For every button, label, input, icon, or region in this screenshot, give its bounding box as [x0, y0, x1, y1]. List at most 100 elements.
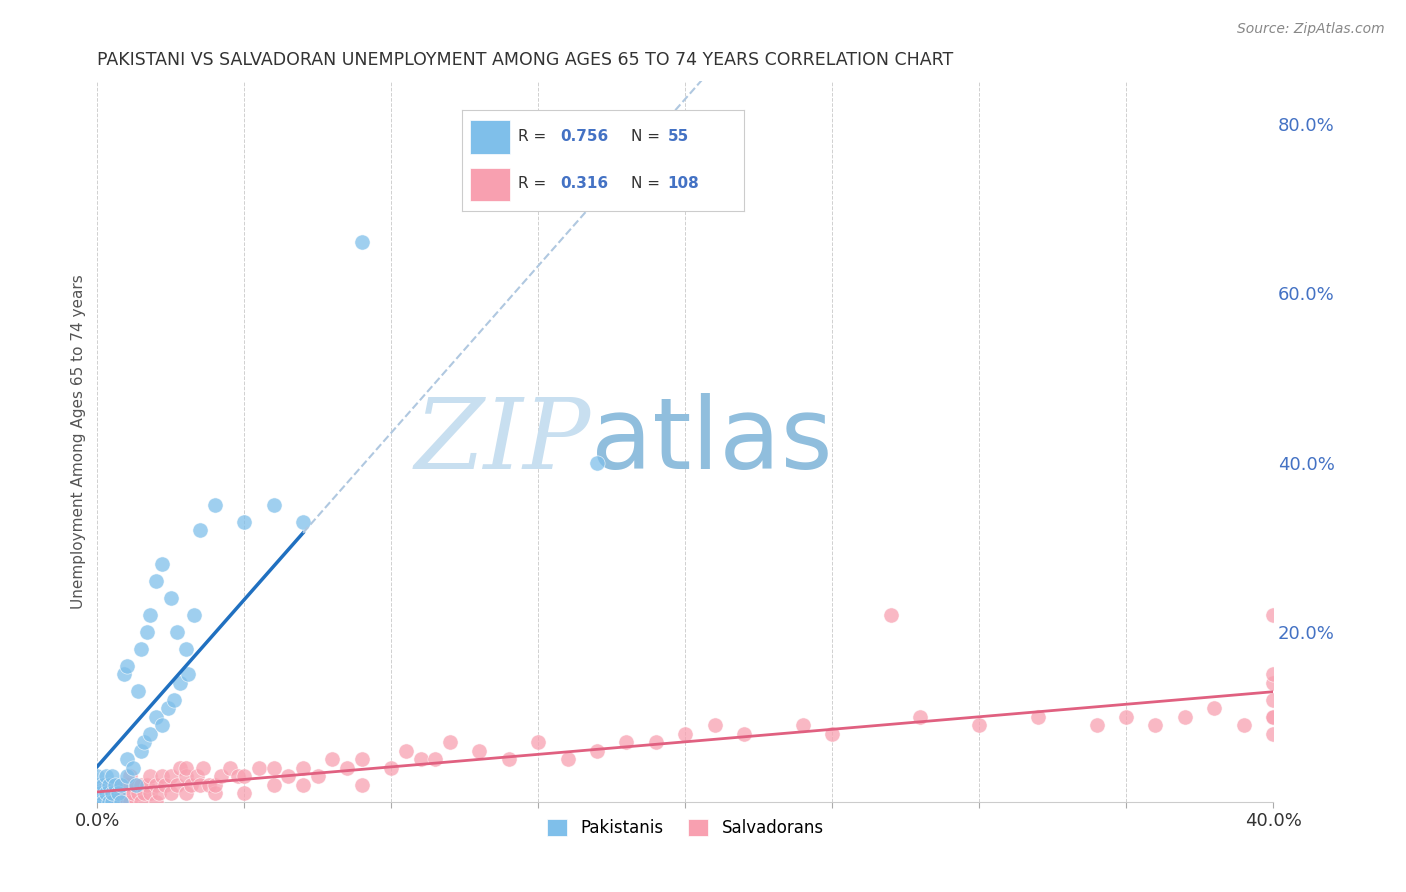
Point: [321, 752, 343, 766]
Point: [153, 778, 176, 792]
Point: [198, 778, 221, 792]
Point: [156, 701, 179, 715]
Point: [131, 795, 153, 809]
Point: [204, 778, 226, 792]
Point: [96, 769, 118, 783]
Point: [148, 786, 170, 800]
Point: [228, 769, 250, 783]
Point: [107, 786, 129, 800]
Point: [86, 795, 108, 809]
Point: [86, 769, 108, 783]
Point: [101, 786, 124, 800]
Point: [498, 752, 520, 766]
Point: [96, 786, 118, 800]
Point: [1261, 727, 1284, 741]
Point: [101, 778, 124, 792]
Point: [409, 752, 432, 766]
Point: [89, 795, 111, 809]
Point: [1233, 718, 1256, 732]
Point: [110, 778, 132, 792]
Point: [98, 795, 121, 809]
Point: [169, 676, 191, 690]
Point: [89, 795, 111, 809]
Point: [118, 795, 141, 809]
Point: [1261, 693, 1284, 707]
Point: [124, 778, 146, 792]
Point: [247, 761, 270, 775]
Point: [98, 786, 121, 800]
Point: [380, 761, 402, 775]
Point: [86, 795, 108, 809]
Point: [292, 761, 315, 775]
Point: [136, 625, 159, 640]
Point: [186, 769, 208, 783]
Point: [1261, 608, 1284, 623]
Point: [616, 735, 638, 749]
Point: [89, 786, 111, 800]
Point: [139, 727, 162, 741]
Point: [107, 795, 129, 809]
Point: [557, 752, 579, 766]
Text: atlas: atlas: [591, 393, 832, 490]
Point: [134, 735, 156, 749]
Point: [174, 769, 197, 783]
Point: [527, 735, 550, 749]
Point: [204, 498, 226, 512]
Point: [139, 608, 162, 623]
Point: [139, 786, 162, 800]
Point: [131, 778, 153, 792]
Point: [86, 795, 108, 809]
Point: [160, 786, 183, 800]
Point: [350, 752, 373, 766]
Point: [104, 795, 127, 809]
Point: [204, 786, 226, 800]
Point: [586, 456, 609, 470]
Point: [128, 684, 150, 698]
Text: Source: ZipAtlas.com: Source: ZipAtlas.com: [1237, 22, 1385, 37]
Text: PAKISTANI VS SALVADORAN UNEMPLOYMENT AMONG AGES 65 TO 74 YEARS CORRELATION CHART: PAKISTANI VS SALVADORAN UNEMPLOYMENT AMO…: [97, 51, 953, 69]
Point: [263, 498, 285, 512]
Point: [110, 795, 132, 809]
Point: [292, 778, 315, 792]
Point: [166, 625, 188, 640]
Point: [86, 786, 108, 800]
Point: [86, 795, 108, 809]
Point: [131, 642, 153, 657]
Point: [821, 727, 844, 741]
Point: [1261, 676, 1284, 690]
Point: [468, 744, 491, 758]
Point: [86, 795, 108, 809]
Point: [1261, 710, 1284, 724]
Point: [233, 769, 256, 783]
Point: [1204, 701, 1226, 715]
Text: ZIP: ZIP: [415, 393, 591, 489]
Point: [115, 786, 138, 800]
Point: [169, 761, 191, 775]
Point: [86, 795, 108, 809]
Point: [233, 515, 256, 529]
Point: [263, 778, 285, 792]
Point: [233, 786, 256, 800]
Point: [1261, 710, 1284, 724]
Point: [910, 710, 932, 724]
Point: [86, 786, 108, 800]
Point: [134, 786, 156, 800]
Point: [177, 667, 200, 681]
Point: [98, 778, 121, 792]
Point: [1174, 710, 1197, 724]
Point: [101, 795, 124, 809]
Point: [703, 718, 725, 732]
Point: [91, 795, 114, 809]
Point: [586, 744, 609, 758]
Point: [145, 710, 167, 724]
Point: [115, 659, 138, 673]
Point: [218, 761, 240, 775]
Point: [425, 752, 447, 766]
Point: [150, 718, 173, 732]
Point: [139, 769, 162, 783]
Point: [101, 786, 124, 800]
Point: [277, 769, 299, 783]
Point: [307, 769, 329, 783]
Point: [180, 778, 202, 792]
Point: [183, 608, 205, 623]
